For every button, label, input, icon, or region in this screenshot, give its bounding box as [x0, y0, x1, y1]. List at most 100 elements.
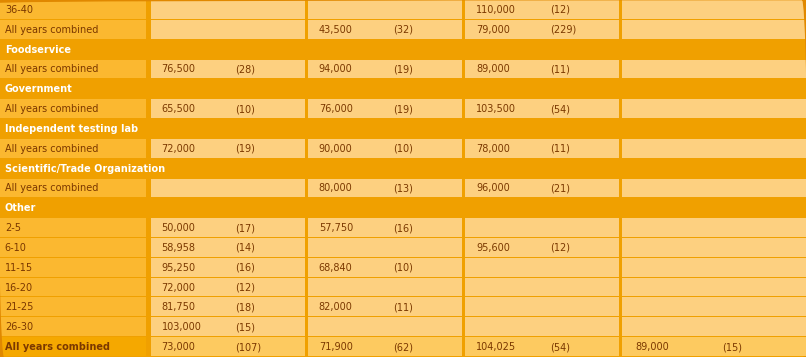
Bar [0, 99, 146, 118]
Text: Independent testing lab: Independent testing lab [5, 124, 138, 134]
Text: Foodservice: Foodservice [5, 45, 71, 55]
Text: 58,958: 58,958 [162, 243, 196, 253]
Bar [308, 20, 462, 39]
Bar [465, 337, 619, 356]
Bar [622, 60, 806, 78]
Bar [0, 317, 146, 336]
Text: (12): (12) [235, 283, 256, 293]
Bar [308, 317, 462, 336]
Bar [0, 139, 146, 157]
Text: (19): (19) [393, 104, 413, 114]
Text: 57,750: 57,750 [319, 223, 353, 233]
Text: All years combined: All years combined [5, 144, 98, 154]
Text: 26-30: 26-30 [5, 322, 33, 332]
Text: (10): (10) [235, 104, 256, 114]
Text: 36-40: 36-40 [5, 5, 33, 15]
Text: 6-10: 6-10 [5, 243, 27, 253]
Text: 76,500: 76,500 [162, 64, 196, 74]
Text: (28): (28) [235, 64, 256, 74]
Text: 76,000: 76,000 [319, 104, 353, 114]
Bar [151, 99, 305, 118]
Text: (12): (12) [550, 5, 570, 15]
Text: (11): (11) [393, 302, 413, 312]
Text: 50,000: 50,000 [162, 223, 196, 233]
Bar [0, 40, 806, 60]
Text: 21-25: 21-25 [5, 302, 33, 312]
Bar [465, 99, 619, 118]
Text: 82,000: 82,000 [319, 302, 353, 312]
Text: 72,000: 72,000 [162, 144, 196, 154]
Text: 95,250: 95,250 [162, 263, 196, 273]
Bar [151, 317, 305, 336]
Bar [151, 0, 305, 19]
Text: 72,000: 72,000 [162, 283, 196, 293]
Text: 95,600: 95,600 [476, 243, 510, 253]
Text: 68,840: 68,840 [319, 263, 352, 273]
Text: Scientific/Trade Organization: Scientific/Trade Organization [5, 164, 165, 174]
Bar [151, 337, 305, 356]
Bar [465, 20, 619, 39]
Bar [465, 258, 619, 277]
Bar [622, 139, 806, 157]
Text: (62): (62) [393, 342, 413, 352]
Bar [465, 238, 619, 257]
Text: (15): (15) [235, 322, 256, 332]
Bar [622, 218, 806, 237]
Bar [0, 159, 806, 178]
Text: (15): (15) [723, 342, 742, 352]
Bar [465, 178, 619, 197]
Text: 73,000: 73,000 [162, 342, 196, 352]
Bar [308, 178, 462, 197]
Text: 110,000: 110,000 [476, 5, 516, 15]
Bar [151, 297, 305, 316]
Bar [0, 178, 146, 197]
Bar [622, 317, 806, 336]
Text: 43,500: 43,500 [319, 25, 353, 35]
Bar [308, 99, 462, 118]
Bar [465, 0, 619, 19]
Text: 79,000: 79,000 [476, 25, 510, 35]
Text: (21): (21) [550, 183, 570, 193]
Bar [151, 278, 305, 296]
Text: (17): (17) [235, 223, 256, 233]
Text: 90,000: 90,000 [319, 144, 352, 154]
Text: 103,000: 103,000 [162, 322, 202, 332]
Text: 89,000: 89,000 [635, 342, 669, 352]
Bar [308, 238, 462, 257]
Bar [0, 119, 806, 139]
Bar [465, 317, 619, 336]
Bar [622, 278, 806, 296]
Bar [0, 297, 146, 316]
Text: Other: Other [5, 203, 36, 213]
Text: (13): (13) [393, 183, 413, 193]
Text: (11): (11) [550, 64, 570, 74]
Bar [0, 218, 146, 237]
Bar [622, 0, 806, 19]
Text: All years combined: All years combined [5, 104, 98, 114]
Bar [0, 20, 146, 39]
Bar [151, 60, 305, 78]
Text: All years combined: All years combined [5, 25, 98, 35]
Text: (18): (18) [235, 302, 256, 312]
Bar [622, 337, 806, 356]
Text: (10): (10) [393, 144, 413, 154]
Text: 78,000: 78,000 [476, 144, 510, 154]
Bar [0, 278, 146, 296]
Text: (11): (11) [550, 144, 570, 154]
Bar [465, 139, 619, 157]
Bar [151, 139, 305, 157]
Text: 65,500: 65,500 [162, 104, 196, 114]
Text: (54): (54) [550, 104, 570, 114]
Text: 16-20: 16-20 [5, 283, 33, 293]
Text: (229): (229) [550, 25, 576, 35]
Text: 81,750: 81,750 [162, 302, 196, 312]
Text: (14): (14) [235, 243, 256, 253]
Text: (19): (19) [235, 144, 256, 154]
Bar [0, 198, 806, 218]
Bar [308, 297, 462, 316]
Text: (19): (19) [393, 64, 413, 74]
Bar [308, 139, 462, 157]
Bar [622, 99, 806, 118]
Text: (10): (10) [393, 263, 413, 273]
Bar [151, 238, 305, 257]
